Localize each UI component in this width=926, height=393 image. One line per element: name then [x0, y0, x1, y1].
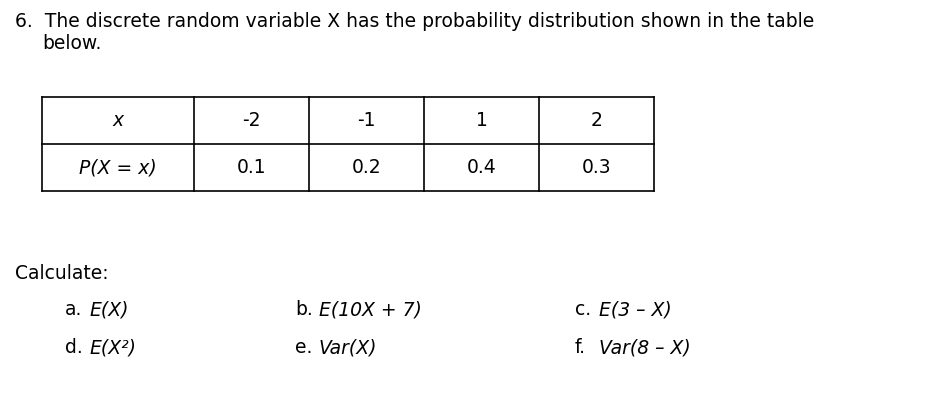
- Text: Var(X): Var(X): [319, 338, 378, 357]
- Text: P(X = x): P(X = x): [79, 158, 156, 177]
- Text: 0.4: 0.4: [467, 158, 496, 177]
- Text: c.: c.: [575, 300, 591, 319]
- Text: a.: a.: [65, 300, 82, 319]
- Text: d.: d.: [65, 338, 82, 357]
- Text: e.: e.: [295, 338, 312, 357]
- Text: Var(8 – X): Var(8 – X): [599, 338, 691, 357]
- Text: E(10X + 7): E(10X + 7): [319, 300, 422, 319]
- Text: 0.3: 0.3: [582, 158, 611, 177]
- Text: 2: 2: [591, 111, 603, 130]
- Text: 6.  The discrete random variable X has the probability distribution shown in the: 6. The discrete random variable X has th…: [15, 12, 814, 31]
- Text: -2: -2: [243, 111, 261, 130]
- Text: E(X²): E(X²): [89, 338, 136, 357]
- Text: E(3 – X): E(3 – X): [599, 300, 671, 319]
- Text: E(X): E(X): [89, 300, 129, 319]
- Text: below.: below.: [42, 34, 101, 53]
- Text: -1: -1: [357, 111, 376, 130]
- Text: 0.1: 0.1: [237, 158, 267, 177]
- Text: 0.2: 0.2: [352, 158, 382, 177]
- Text: Calculate:: Calculate:: [15, 264, 108, 283]
- Text: 1: 1: [476, 111, 487, 130]
- Text: f.: f.: [575, 338, 586, 357]
- Text: x: x: [112, 111, 123, 130]
- Text: b.: b.: [295, 300, 313, 319]
